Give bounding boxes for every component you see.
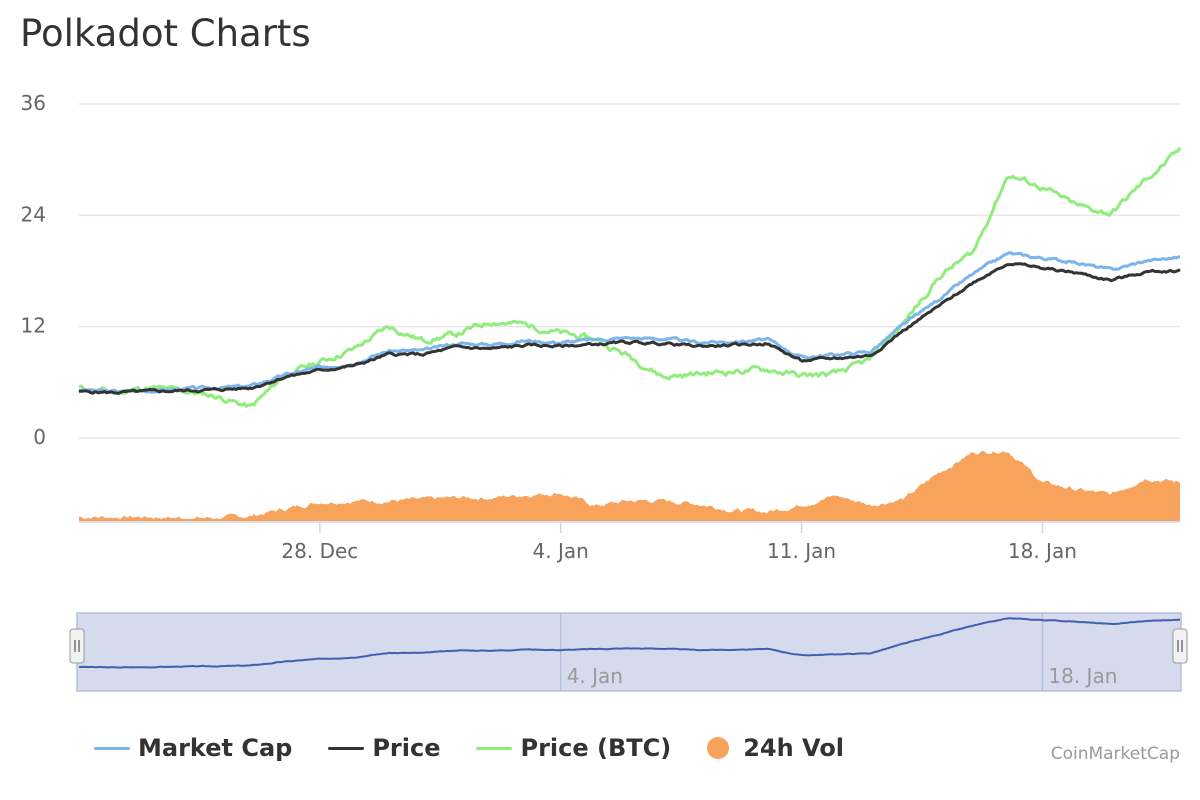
- handle-body: [1172, 628, 1188, 664]
- volume-series[interactable]: [79, 450, 1180, 521]
- credits-link[interactable]: CoinMarketCap: [1050, 744, 1180, 764]
- x-tick-label: 4. Jan: [533, 539, 589, 563]
- legend: Market Cap Price Price (BTC) 24h Vol: [94, 734, 880, 762]
- navigator-selection[interactable]: [76, 612, 1182, 692]
- navigator-tick-label: 4. Jan: [567, 664, 623, 688]
- x-tick-label: 11. Jan: [767, 539, 836, 563]
- legend-label: Price: [372, 734, 441, 762]
- legend-item-price[interactable]: Price: [328, 734, 440, 762]
- 24h-vol-area[interactable]: [79, 450, 1180, 521]
- legend-label: 24h Vol: [743, 734, 845, 762]
- navigator-handle-left[interactable]: [69, 628, 85, 664]
- x-tick-label: 28. Dec: [281, 539, 358, 563]
- y-tick-label: 12: [21, 314, 46, 338]
- market-cap-line[interactable]: [78, 251, 1181, 394]
- 24h-vol-swatch: [707, 737, 730, 759]
- handle-body: [69, 628, 85, 664]
- chart-title: Polkadot Charts: [20, 12, 311, 55]
- market-cap-swatch: [94, 746, 130, 750]
- y-axis: 0 12 24 36: [21, 91, 46, 449]
- legend-item-24h-vol[interactable]: 24h Vol: [707, 734, 844, 762]
- y-tick-label: 24: [21, 202, 46, 226]
- legend-item-market-cap[interactable]: Market Cap: [94, 734, 292, 762]
- price-swatch: [328, 746, 365, 750]
- x-tick-label: 18. Jan: [1008, 539, 1077, 563]
- price-line[interactable]: [78, 262, 1181, 395]
- navigator-tick-label: 18. Jan: [1048, 664, 1117, 688]
- grid-lines: [79, 103, 1180, 439]
- line-series[interactable]: [78, 146, 1182, 408]
- price-btc-line[interactable]: [78, 146, 1182, 408]
- y-tick-label: 0: [33, 425, 46, 449]
- legend-item-price-btc[interactable]: Price (BTC): [476, 734, 671, 762]
- y-tick-label: 36: [21, 91, 46, 115]
- navigator-series-line: [78, 617, 1181, 669]
- legend-label: Market Cap: [138, 734, 293, 762]
- navigator-handle-right[interactable]: [1172, 628, 1188, 664]
- legend-label: Price (BTC): [520, 734, 672, 762]
- price-btc-swatch: [476, 746, 513, 750]
- navigator[interactable]: 4. Jan 18. Jan: [69, 612, 1188, 692]
- x-axis: 28. Dec 4. Jan 11. Jan 18. Jan: [79, 521, 1180, 563]
